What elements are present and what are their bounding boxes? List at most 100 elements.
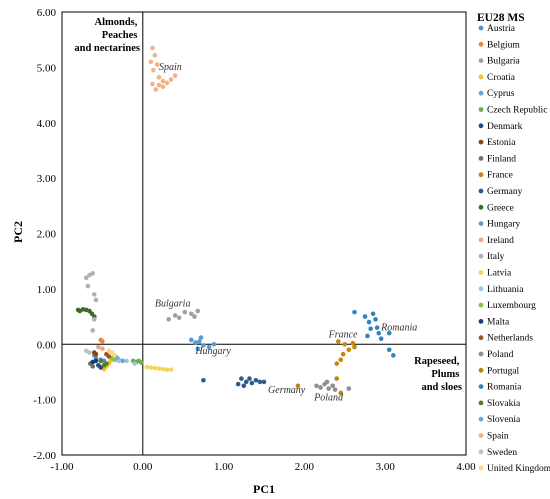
legend-label-italy: Italy	[487, 252, 505, 262]
legend-label-greece: Greece	[487, 203, 514, 213]
legend-label-latvia: Latvia	[487, 269, 512, 279]
point-poland	[324, 379, 330, 385]
y-tick-label: 6.00	[37, 7, 57, 19]
point-spain	[148, 59, 154, 65]
point-romania	[352, 309, 357, 315]
x-tick-label: 2.00	[295, 461, 315, 473]
quadrant-label-top-left: Almonds, Peaches and nectarines	[74, 17, 140, 54]
point-latvia	[156, 366, 162, 371]
point-france	[340, 351, 346, 357]
point-spain	[168, 77, 174, 82]
point-italy	[92, 317, 97, 322]
legend-label-spain: Spain	[487, 432, 509, 442]
point-greece	[75, 307, 81, 313]
legend-marker-malta	[478, 319, 484, 324]
y-axis-title: PC2	[11, 221, 25, 243]
legend: EU28 MS Austria Belgium Bulgaria Croatia Cyp…	[477, 12, 550, 474]
legend-marker-czech-republic	[478, 107, 484, 112]
quadrant-label-bottom-right: Rapeseed, Plums and sloes	[414, 356, 462, 393]
point-bulgaria	[166, 317, 171, 322]
legend-marker-united-kingdom	[478, 465, 484, 471]
point-italy	[85, 283, 91, 289]
legend-marker-germany	[478, 188, 484, 194]
point-italy	[90, 328, 96, 333]
point-united-kingdom	[112, 353, 117, 358]
point-spain	[152, 52, 158, 58]
legend-marker-greece	[478, 204, 484, 210]
legend-label-croatia: Croatia	[487, 73, 516, 83]
point-romania	[373, 317, 378, 322]
point-estonia	[93, 351, 99, 357]
point-italy	[92, 292, 97, 297]
legend-marker-france	[478, 172, 484, 178]
point-romania	[370, 311, 376, 317]
annotation-romania: Romania	[380, 322, 417, 333]
legend-label-germany: Germany	[487, 187, 523, 197]
legend-marker-sweden	[478, 449, 484, 455]
point-portugal	[295, 383, 301, 389]
point-latvia	[144, 364, 150, 370]
point-germany	[241, 383, 247, 389]
legend-label-hungary: Hungary	[487, 220, 520, 230]
point-germany	[257, 379, 263, 385]
plot-frame	[61, 11, 467, 456]
point-bulgaria	[172, 313, 178, 318]
point-france	[346, 347, 352, 353]
legend-marker-hungary	[478, 221, 484, 227]
legend-label-austria: Austria	[487, 24, 516, 34]
point-poland	[318, 385, 323, 390]
point-spain	[156, 75, 162, 80]
x-tick-label: 3.00	[376, 461, 396, 473]
point-portugal	[338, 390, 344, 396]
legend-label-luxembourg: Luxembourg	[487, 301, 536, 311]
point-germany	[243, 379, 249, 385]
legend-label-belgium: Belgium	[487, 40, 520, 50]
point-hungary	[188, 337, 194, 343]
annotation-spain: Spain	[159, 62, 182, 73]
legend-label-malta: Malta	[487, 317, 510, 327]
legend-marker-austria	[478, 25, 484, 31]
point-romania	[368, 326, 373, 332]
annotation-hungary: Hungary	[194, 346, 231, 357]
legend-marker-ireland	[478, 237, 484, 243]
point-spain	[153, 87, 159, 92]
point-bulgaria	[192, 314, 197, 319]
point-hungary	[193, 340, 198, 345]
cluster-annotations: Spain Bulgaria Hungary France Romania Germany…	[155, 62, 417, 404]
point-romania	[376, 330, 382, 336]
point-ireland	[96, 344, 101, 350]
point-romania	[365, 333, 370, 339]
legend-marker-portugal	[478, 367, 484, 373]
point-france	[342, 341, 348, 347]
point-spain	[150, 45, 155, 51]
x-tick-label: -1.00	[51, 461, 74, 473]
point-spain	[155, 62, 160, 67]
legend-marker-slovenia	[478, 416, 484, 422]
point-hungary	[198, 335, 204, 340]
legend-marker-poland	[478, 351, 484, 357]
legend-label-slovakia: Slovakia	[487, 399, 521, 409]
legend-marker-cyprus	[478, 90, 484, 96]
legend-marker-denmark	[478, 123, 484, 129]
point-bulgaria	[176, 315, 182, 320]
annotation-france: France	[328, 330, 358, 341]
legend-marker-romania	[478, 384, 484, 389]
point-germany	[201, 377, 206, 383]
legend-label-denmark: Denmark	[487, 122, 523, 132]
legend-label-france: France	[487, 171, 513, 181]
point-germany	[249, 380, 255, 386]
legend-label-finland: Finland	[487, 154, 516, 164]
point-lithuania	[132, 361, 138, 366]
point-spain	[150, 81, 155, 87]
point-germany	[235, 381, 241, 387]
x-axis-title: PC1	[253, 482, 275, 496]
point-romania	[366, 319, 372, 325]
legend-marker-latvia	[478, 270, 484, 275]
point-cyprus	[120, 358, 125, 364]
legend-marker-finland	[478, 156, 484, 161]
legend-marker-spain	[478, 433, 484, 438]
point-sweden	[87, 350, 92, 355]
point-poland	[326, 386, 331, 391]
point-netherlands	[106, 354, 112, 359]
